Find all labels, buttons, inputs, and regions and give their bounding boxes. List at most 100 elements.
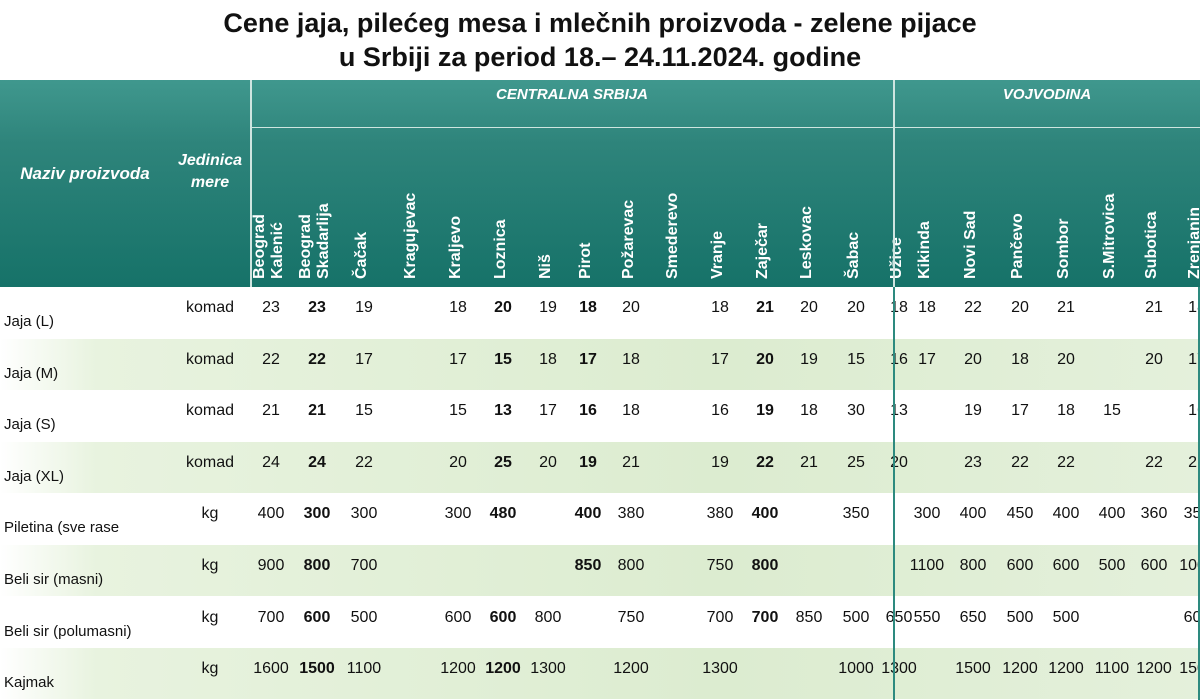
price-cell: 600 xyxy=(303,608,331,626)
price-cell: 19 xyxy=(756,402,774,420)
price-cell: 19 xyxy=(355,299,373,316)
price-cell: 380 xyxy=(706,505,734,523)
header-divider xyxy=(893,80,895,287)
price-cell: 700 xyxy=(751,608,779,626)
price-cell: 1200 xyxy=(1048,660,1084,678)
price-cell: 16 xyxy=(579,402,597,420)
city-header: Beograd Kalenić xyxy=(251,214,287,279)
column-header-product: Naziv proizvoda xyxy=(20,164,150,183)
price-cell: 25 xyxy=(847,453,865,471)
group-vojvodina-label: VOJVODINA xyxy=(1002,86,1092,103)
price-cell: 480 xyxy=(489,505,517,523)
price-cell: 700 xyxy=(350,557,378,574)
price-cell: 15 xyxy=(449,402,467,420)
price-cell: 20 xyxy=(449,453,467,471)
price-cell: 17 xyxy=(711,350,729,368)
price-cell: 700 xyxy=(706,608,734,626)
unit-cell: komad xyxy=(185,350,235,368)
price-cell: 1100 xyxy=(346,660,382,678)
price-cell: 20 xyxy=(964,350,982,368)
product-name: Jaja (S) xyxy=(4,416,56,434)
price-cell: 16 xyxy=(711,402,729,420)
product-name: Jaja (XL) xyxy=(4,467,65,485)
city-header: Kraljevo xyxy=(447,216,465,279)
city-header-line: Subotica xyxy=(1143,211,1160,279)
city-header-line: Kragujevac xyxy=(402,192,419,279)
price-cell: 22 xyxy=(1145,453,1163,471)
city-header: Novi Sad xyxy=(962,211,980,279)
price-cell: 13 xyxy=(890,402,908,420)
price-cell: 19 xyxy=(800,350,818,368)
city-header: Smederevo xyxy=(664,193,682,279)
city-header-line: Sombor xyxy=(1055,218,1072,279)
price-cell: 18 xyxy=(1011,350,1029,368)
region-divider xyxy=(893,287,895,700)
price-cell: 21 xyxy=(800,453,818,471)
price-cell: 1500 xyxy=(1179,660,1200,678)
price-cell: 400 xyxy=(257,505,285,523)
city-header-line: S.Mitrovica xyxy=(1101,193,1118,279)
city-header: Čačak xyxy=(353,232,371,279)
city-header-line: Smederevo xyxy=(664,192,681,279)
city-header-line: Pančevo xyxy=(1009,213,1026,279)
price-cell: 20 xyxy=(756,350,774,368)
price-cell: 350 xyxy=(842,505,870,523)
price-cell: 800 xyxy=(959,557,987,574)
price-cell: 1100 xyxy=(1094,660,1130,678)
price-cell: 22 xyxy=(756,453,774,471)
price-cell: 18 xyxy=(449,299,467,316)
city-header-line: Vranje xyxy=(709,230,726,279)
column-header-unit-line1: Jedinica xyxy=(177,152,243,169)
price-cell: 1300 xyxy=(530,660,566,678)
price-cell: 850 xyxy=(574,557,602,574)
price-cell: 650 xyxy=(885,608,913,626)
city-header-line: Zrenjanin xyxy=(1186,206,1200,279)
unit-cell: komad xyxy=(185,299,235,316)
city-header-line: Kraljevo xyxy=(447,215,464,279)
city-header: Požarevac xyxy=(620,200,638,279)
price-cell: 18 xyxy=(711,299,729,316)
price-cell: 1200 xyxy=(485,660,521,678)
product-name: Kajmak xyxy=(4,674,55,692)
price-cell: 22 xyxy=(1057,453,1075,471)
price-cell: 20 xyxy=(847,299,865,316)
title-line-2: u Srbiji za period 18.– 24.11.2024. godi… xyxy=(338,42,862,72)
price-cell: 19 xyxy=(964,402,982,420)
city-header: Sombor xyxy=(1055,219,1073,279)
city-header-line: Užice xyxy=(888,237,905,279)
city-header-line: Zaječar xyxy=(754,222,771,279)
price-cell: 20 xyxy=(622,299,640,316)
price-cell: 17 xyxy=(579,350,597,368)
price-cell: 17 xyxy=(1188,350,1200,368)
price-cell: 600 xyxy=(444,608,472,626)
price-cell: 20 xyxy=(1145,350,1163,368)
price-cell: 17 xyxy=(449,350,467,368)
unit-cell: komad xyxy=(185,453,235,471)
price-cell: 1200 xyxy=(1136,660,1172,678)
price-cell: 17 xyxy=(355,350,373,368)
city-header-line: Loznica xyxy=(492,219,509,279)
price-cell: 17 xyxy=(539,402,557,420)
price-cell: 300 xyxy=(350,505,378,523)
price-cell: 21 xyxy=(308,402,326,420)
price-cell: 22 xyxy=(964,299,982,316)
price-cell: 15 xyxy=(1103,402,1121,420)
price-cell: 600 xyxy=(1052,557,1080,574)
price-cell: 650 xyxy=(959,608,987,626)
table-row: Kajmak kg 1600 1500 1100 1200 1200 1300 1200 1300… xyxy=(0,648,1200,700)
price-cell: 21 xyxy=(622,453,640,471)
city-header: Leskovac xyxy=(798,206,816,279)
price-cell: 20 xyxy=(890,453,908,471)
price-cell: 18 xyxy=(800,402,818,420)
price-cell: 800 xyxy=(534,608,562,626)
price-cell: 1200 xyxy=(1002,660,1038,678)
price-cell: 23 xyxy=(964,453,982,471)
city-header-line: Kikinda xyxy=(916,221,933,279)
price-cell: 600 xyxy=(1140,557,1168,574)
price-cell: 19 xyxy=(539,299,557,316)
price-cell: 750 xyxy=(617,608,645,626)
price-cell: 800 xyxy=(617,557,645,574)
price-cell: 600 xyxy=(1183,608,1200,626)
city-header-line: Čačak xyxy=(353,231,370,279)
product-name: Jaja (L) xyxy=(4,313,55,330)
